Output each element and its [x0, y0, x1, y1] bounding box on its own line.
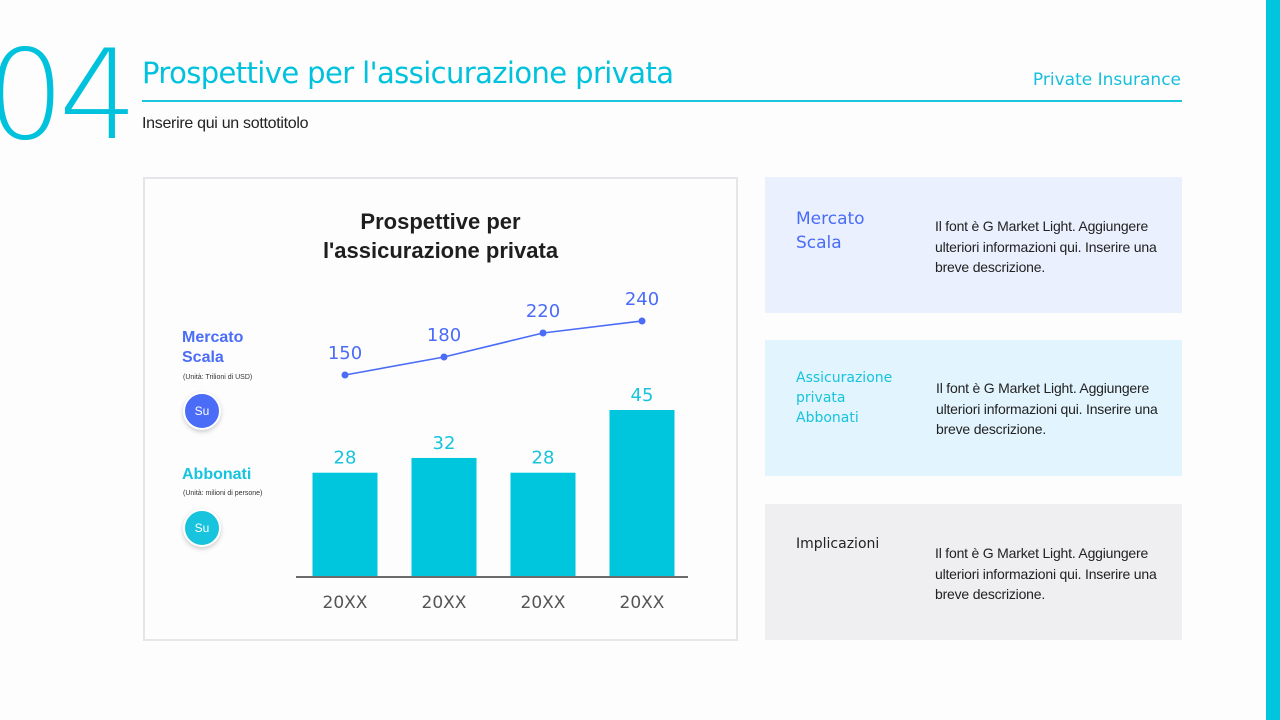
- line-point: [440, 353, 448, 361]
- combo-chart: 28 20XX 32 20XX 28 20XX 45 20XX 150 180 220 240: [296, 289, 688, 613]
- line-point: [638, 317, 646, 325]
- market-up-badge: Su: [183, 392, 221, 430]
- line-point: [539, 329, 547, 337]
- bar: [609, 410, 675, 576]
- card-title-line: Scala: [796, 233, 842, 253]
- info-card-market: Mercato Scala Il font è G Market Light. …: [765, 177, 1182, 313]
- line-value-label: 220: [526, 301, 560, 322]
- bar-value-label: 45: [631, 385, 654, 406]
- legend-market-line1: Mercato: [182, 329, 244, 346]
- subscribers-up-badge: Su: [183, 509, 221, 547]
- chart-card: Prospettive per l'assicurazione privata …: [143, 177, 738, 641]
- card-description: Il font è G Market Light. Aggiungere ult…: [935, 545, 1157, 602]
- bar: [510, 472, 576, 576]
- bar: [411, 457, 477, 576]
- bar: [312, 472, 378, 576]
- line-value-label: 180: [427, 325, 461, 346]
- x-tick-label: 20XX: [323, 593, 368, 613]
- info-card-subscribers: Assicurazione privata Abbonati Il font è…: [765, 340, 1182, 476]
- bar-value-label: 28: [532, 448, 555, 469]
- info-card-implications: Implicazioni Il font è G Market Light. A…: [765, 504, 1182, 640]
- legend-subscribers-label: Abbonati: [182, 466, 252, 483]
- card-title-line: Abbonati: [796, 410, 859, 426]
- line-point: [341, 371, 349, 379]
- legend-subscribers-unit: (Unità: milioni di persone): [183, 490, 263, 497]
- bar-value-label: 32: [433, 433, 456, 454]
- x-tick-label: 20XX: [620, 593, 665, 613]
- card-title: Implicazioni: [796, 536, 880, 552]
- x-tick-label: 20XX: [521, 593, 566, 613]
- chart-title-line2: l'assicurazione privata: [322, 238, 559, 263]
- line-series: [344, 320, 643, 376]
- card-description: Il font è G Market Light. Aggiungere ult…: [935, 218, 1157, 275]
- card-description: Il font è G Market Light. Aggiungere ult…: [936, 380, 1158, 437]
- legend-market-unit: (Unità: Trilioni di USD): [183, 374, 253, 381]
- legend-market-line2: Scala: [182, 349, 224, 366]
- card-title-line: privata: [796, 390, 846, 406]
- section-number: 04: [0, 24, 138, 168]
- x-tick-label: 20XX: [422, 593, 467, 613]
- header-divider: [142, 100, 1182, 102]
- legend-market-label: Mercato Scala: [182, 328, 243, 368]
- line-value-label: 150: [328, 343, 362, 364]
- card-title-line: Assicurazione: [796, 370, 893, 386]
- page-title: Prospettive per l'assicurazione privata: [142, 56, 674, 90]
- bar-value-label: 28: [334, 448, 357, 469]
- line-value-label: 240: [625, 289, 659, 310]
- card-title-line: Mercato: [796, 209, 865, 229]
- accent-stripe: [1266, 0, 1280, 720]
- header-tag: Private Insurance: [1032, 70, 1181, 90]
- page-subtitle: Inserire qui un sottotitolo: [142, 115, 309, 132]
- chart-title-line1: Prospettive per: [360, 209, 521, 234]
- chart-title: Prospettive per l'assicurazione privata: [145, 207, 736, 265]
- card-title: Assicurazione privata Abbonati: [796, 368, 892, 428]
- card-title: Mercato Scala: [796, 207, 865, 255]
